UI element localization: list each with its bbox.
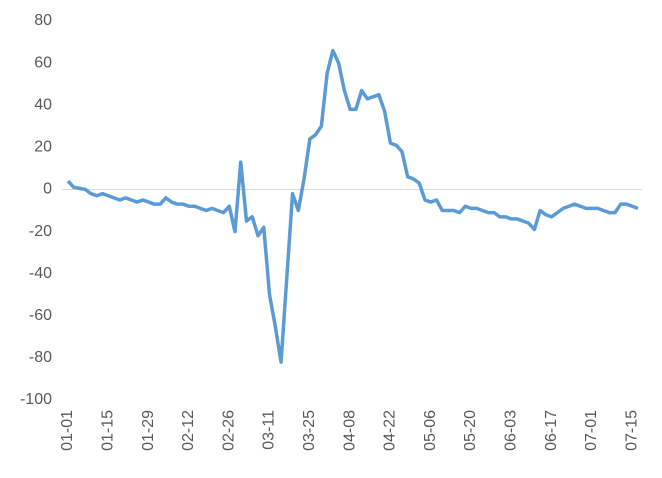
y-tick-label: 60 [34, 54, 52, 71]
y-tick-label: -80 [29, 349, 52, 366]
x-tick-label: 07-15 [623, 410, 640, 451]
y-tick-label: 0 [43, 181, 52, 198]
x-tick-label: 02-26 [220, 410, 237, 451]
y-tick-label: 40 [34, 96, 52, 113]
x-tick-label: 04-22 [382, 410, 399, 451]
x-tick-label: 03-11 [261, 410, 278, 450]
x-tick-label: 01-15 [100, 410, 117, 451]
x-tick-label: 05-20 [462, 410, 479, 451]
y-tick-label: -20 [29, 223, 52, 240]
x-tick-label: 01-29 [140, 410, 157, 451]
x-tick-label: 04-08 [341, 410, 358, 451]
y-tick-label: -40 [29, 265, 52, 282]
x-tick-label: 07-01 [583, 410, 600, 451]
y-tick-label: -60 [29, 307, 52, 324]
x-tick-label: 03-25 [301, 410, 318, 451]
y-tick-label: 20 [34, 139, 52, 156]
x-tick-label: 06-17 [543, 410, 560, 451]
x-tick-label: 06-03 [503, 410, 520, 451]
y-tick-label: 80 [34, 12, 52, 29]
x-tick-label: 01-01 [59, 410, 76, 451]
line-series [66, 48, 639, 364]
y-tick-label: -100 [20, 391, 52, 408]
x-tick-label: 02-12 [180, 410, 197, 451]
x-tick-label: 05-06 [422, 410, 439, 451]
